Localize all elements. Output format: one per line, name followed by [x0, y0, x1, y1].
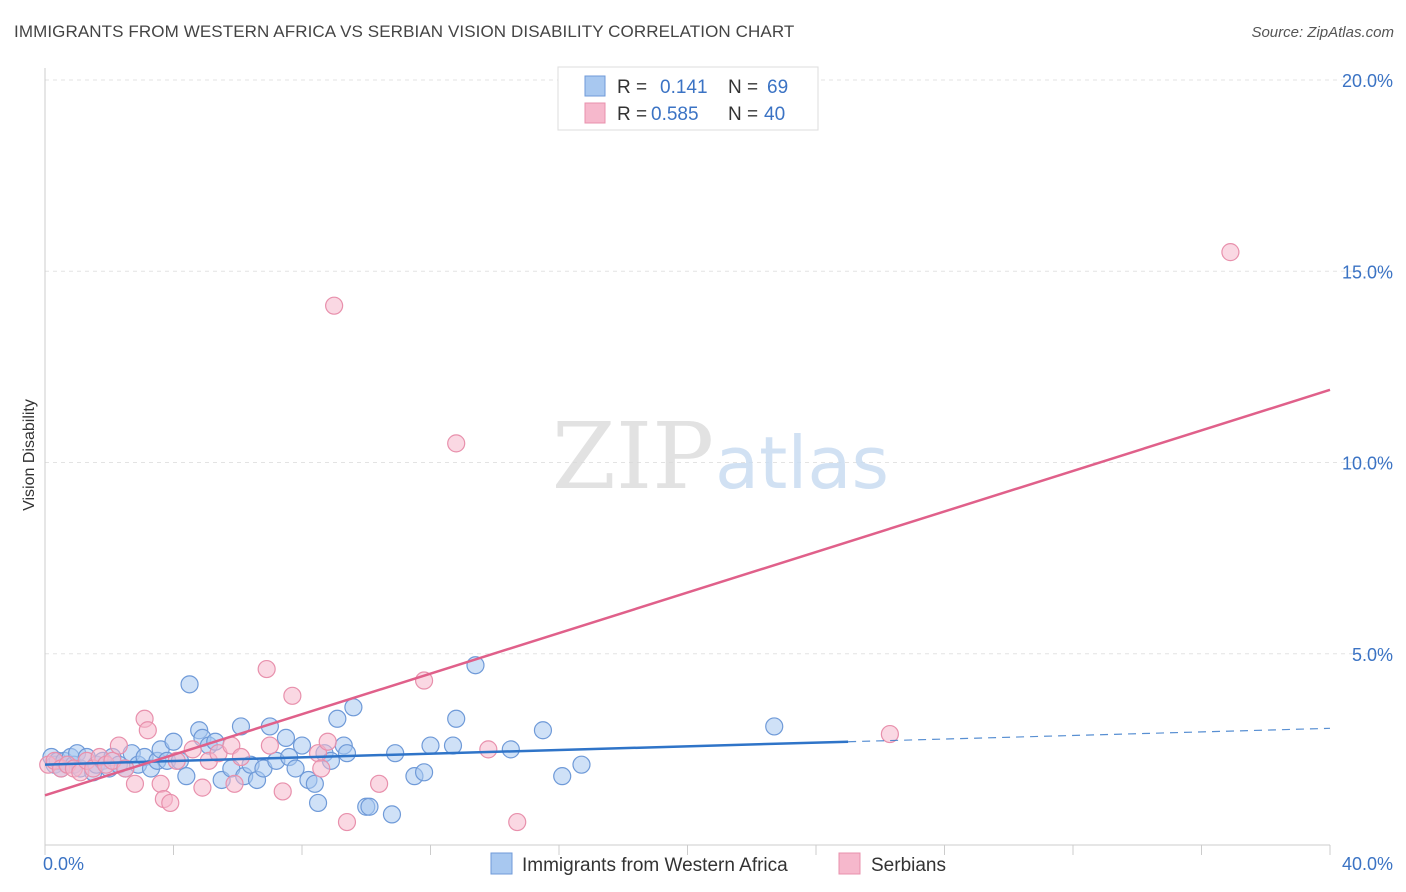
y-axis-label: Vision Disability — [21, 399, 38, 511]
y-tick-label-2: 15.0% — [1342, 262, 1393, 282]
serbians-point-11 — [109, 736, 128, 755]
legend-n-value-blue: 69 — [767, 77, 788, 98]
bottom-legend: Immigrants from Western Africa Serbians — [490, 852, 946, 876]
western-africa-point-53 — [337, 744, 357, 763]
legend-r-value-pink: 0.585 — [651, 104, 699, 125]
serbians-point-26 — [231, 747, 251, 767]
legend-r-value-blue: 0.141 — [660, 77, 708, 98]
western-africa-point-60 — [414, 763, 434, 782]
western-africa-point-45 — [292, 736, 312, 755]
serbians-point-34 — [325, 296, 344, 315]
x-tick-label-1: 40.0% — [1342, 854, 1393, 874]
bottom-legend-label-pink: Serbians — [871, 855, 946, 876]
western-africa-point-61 — [421, 736, 440, 755]
watermark-atlas: atlas — [715, 421, 889, 505]
western-africa-point-56 — [360, 797, 379, 816]
serbians-point-36 — [370, 774, 389, 793]
chart-source: Source: ZipAtlas.com — [1251, 24, 1394, 41]
trend-line-western-africa — [44, 740, 849, 766]
western-africa-point-25 — [164, 732, 183, 751]
western-africa-point-35 — [231, 717, 251, 736]
serbians-point-18 — [161, 793, 180, 813]
legend-r-label-blue: R = — [617, 77, 647, 98]
serbians-point-21 — [193, 778, 212, 797]
western-africa-point-47 — [305, 774, 324, 793]
western-africa-point-68 — [572, 755, 591, 774]
serbians-point-33 — [318, 732, 337, 751]
western-africa-point-48 — [308, 793, 328, 813]
western-africa-point-57 — [382, 805, 402, 824]
serbians-point-13 — [125, 774, 145, 793]
legend-n-label-blue: N = — [728, 77, 758, 98]
serbians-point-30 — [283, 686, 302, 705]
bottom-legend-swatch-blue — [490, 852, 513, 875]
series-western-africa-points — [42, 656, 784, 824]
western-africa-point-27 — [177, 767, 196, 786]
serbians-point-29 — [273, 782, 292, 801]
western-africa-point-67 — [553, 767, 572, 786]
watermark-zip: ZIP — [552, 403, 714, 510]
trend-line-serbians — [44, 388, 1331, 797]
serbians-point-40 — [508, 812, 527, 832]
serbians-point-15 — [138, 721, 157, 740]
legend-n-label-pink: N = — [728, 104, 758, 125]
axes — [44, 68, 1331, 855]
serbians-point-38 — [447, 434, 466, 453]
watermark: ZIP atlas — [552, 403, 889, 510]
chart-title: IMMIGRANTS FROM WESTERN AFRICA VS SERBIA… — [14, 22, 795, 41]
serbians-point-25 — [225, 774, 244, 793]
serbians-point-28 — [260, 736, 279, 755]
trend-line-western-africa-extension — [848, 727, 1331, 743]
y-tick-label-0: 5.0% — [1352, 645, 1393, 665]
grid-lines — [45, 79, 1392, 655]
serbians-point-32 — [312, 759, 331, 778]
western-africa-point-62 — [443, 736, 463, 755]
serbians-point-35 — [337, 812, 357, 832]
serbians-point-27 — [257, 659, 276, 679]
western-africa-point-51 — [328, 709, 347, 728]
western-africa-point-42 — [276, 728, 296, 748]
trend-lines — [44, 388, 1331, 797]
western-africa-point-54 — [344, 698, 363, 717]
bottom-legend-swatch-pink — [838, 852, 861, 875]
western-africa-point-69 — [765, 717, 784, 736]
serbians-point-41 — [880, 724, 899, 744]
tick-labels: 5.0% 10.0% 15.0% 20.0% 0.0% 40.0% — [43, 71, 1393, 874]
serbians-point-42 — [1221, 243, 1240, 262]
y-tick-label-3: 20.0% — [1342, 71, 1393, 91]
bottom-legend-label-blue: Immigrants from Western Africa — [522, 855, 788, 876]
legend-swatch-blue — [584, 75, 606, 97]
top-legend: R = 0.141 N = 69 R = 0.585 N = 40 — [557, 66, 819, 131]
serbians-point-16 — [151, 774, 170, 793]
western-africa-point-65 — [501, 740, 520, 759]
western-africa-point-66 — [533, 721, 553, 740]
legend-n-value-pink: 40 — [764, 104, 785, 125]
serbians-point-39 — [479, 740, 498, 759]
western-africa-point-28 — [180, 675, 199, 694]
x-tick-label-0: 0.0% — [43, 854, 84, 874]
legend-swatch-pink — [584, 102, 606, 124]
y-tick-label-1: 10.0% — [1342, 454, 1393, 474]
western-africa-point-63 — [447, 709, 466, 728]
western-africa-point-44 — [286, 759, 305, 778]
legend-r-label-pink: R = — [617, 104, 647, 125]
western-africa-point-58 — [386, 744, 405, 763]
